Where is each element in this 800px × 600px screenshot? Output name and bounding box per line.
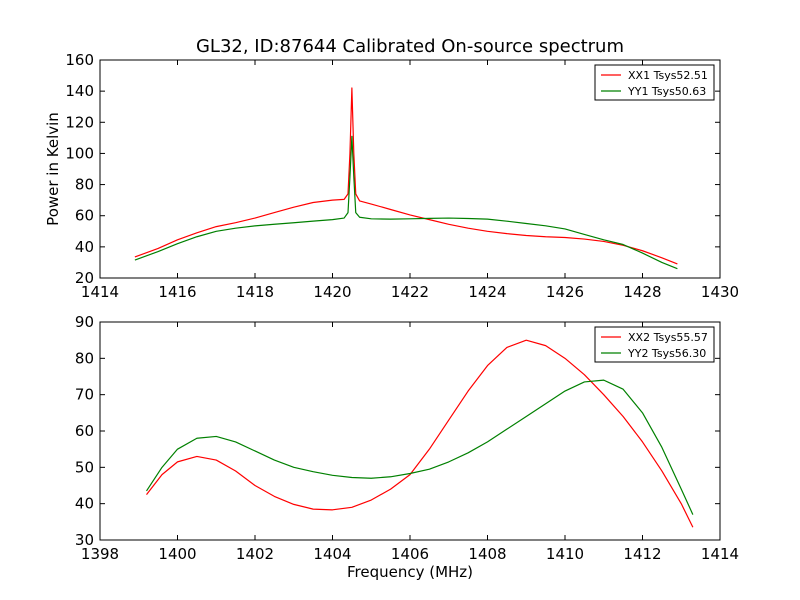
y-tick-label: 80: [75, 176, 94, 194]
x-tick-label: 1430: [701, 283, 739, 301]
x-tick-label: 1400: [158, 545, 196, 563]
y-tick-label: 120: [65, 113, 94, 131]
y-tick-label: 20: [75, 269, 94, 287]
y-tick-label: 30: [75, 531, 94, 549]
x-axis-label: Frequency (MHz): [347, 563, 473, 581]
x-tick-label: 1408: [468, 545, 506, 563]
y-tick-label: 60: [75, 422, 94, 440]
x-tick-label: 1422: [391, 283, 429, 301]
y-axis-label: Power in Kelvin: [44, 112, 62, 226]
x-tick-label: 1426: [546, 283, 584, 301]
legend-box: [594, 326, 715, 363]
x-tick-label: 1402: [236, 545, 274, 563]
series-line-yy2: [145, 379, 694, 515]
y-tick-label: 40: [75, 238, 94, 256]
y-tick-label: 140: [65, 82, 94, 100]
y-tick-label: 40: [75, 495, 94, 513]
x-tick-label: 1428: [623, 283, 661, 301]
x-tick-label: 1416: [158, 283, 196, 301]
legend-entry: YY1 Tsys50.63: [627, 85, 706, 98]
legend-entry: YY2 Tsys56.30: [627, 347, 706, 360]
y-tick-label: 70: [75, 386, 94, 404]
chart-title: GL32, ID:87644 Calibrated On-source spec…: [196, 36, 624, 57]
x-tick-label: 1418: [236, 283, 274, 301]
x-tick-label: 1412: [623, 545, 661, 563]
x-tick-label: 1414: [81, 283, 119, 301]
x-tick-label: 1420: [313, 283, 351, 301]
y-tick-label: 50: [75, 458, 94, 476]
x-tick-label: 1410: [546, 545, 584, 563]
x-tick-label: 1404: [313, 545, 351, 563]
y-tick-label: 100: [65, 144, 94, 162]
y-tick-label: 90: [75, 313, 94, 331]
y-tick-label: 80: [75, 349, 94, 367]
x-tick-label: 1406: [391, 545, 429, 563]
legend-entry: XX2 Tsys55.57: [628, 331, 708, 344]
y-tick-label: 160: [65, 51, 94, 69]
y-tick-label: 60: [75, 207, 94, 225]
x-tick-label: 1414: [701, 545, 739, 563]
series-line-xx2: [146, 339, 694, 528]
x-tick-label: 1424: [468, 283, 506, 301]
legend-box: [594, 64, 715, 101]
series-line-yy1: [134, 135, 678, 270]
legend-entry: XX1 Tsys52.51: [628, 69, 708, 82]
x-tick-label: 1398: [81, 545, 119, 563]
series-line-xx1: [134, 87, 678, 265]
